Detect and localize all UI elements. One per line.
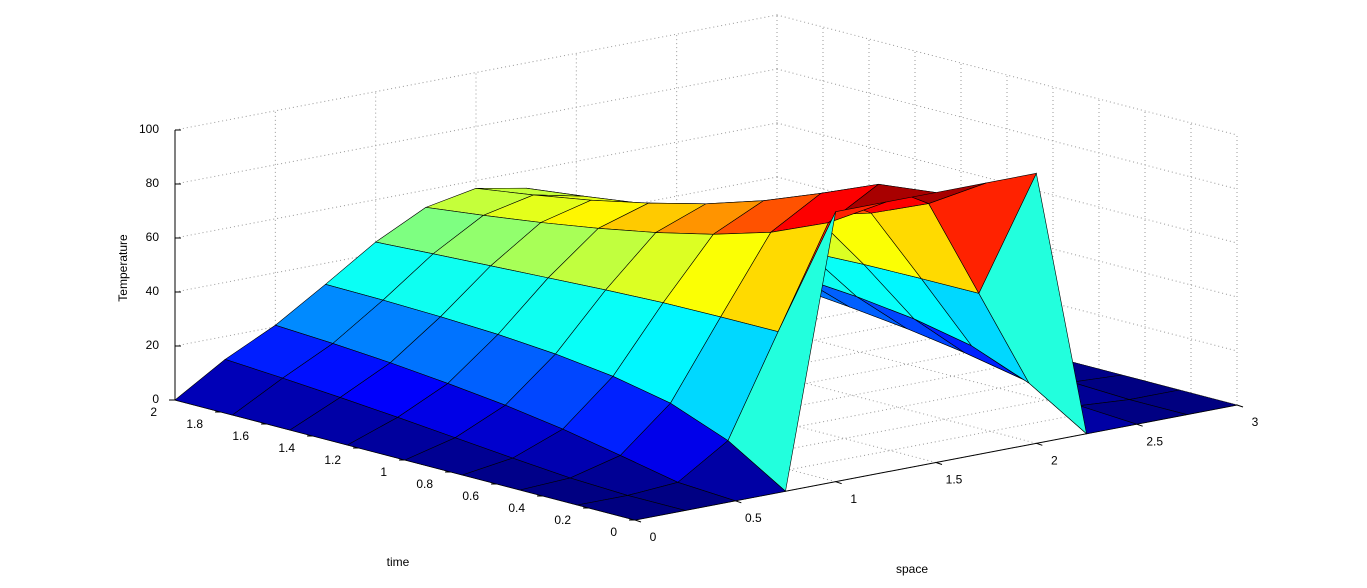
grid-line — [776, 230, 1238, 352]
x-tick-label: 2.5 — [1146, 434, 1163, 448]
z-tick-label: 40 — [146, 284, 160, 298]
y-tick-label: 2 — [150, 405, 157, 419]
y-tick-label: 0.8 — [416, 477, 433, 491]
x-tick — [935, 462, 943, 465]
z-tick-label: 80 — [146, 176, 160, 190]
x-tick-label: 0.5 — [745, 511, 762, 525]
x-tick-label: 2 — [1051, 454, 1058, 468]
z-axis-label: Temperature — [116, 234, 130, 302]
y-tick-label: 1.4 — [278, 441, 295, 455]
grid-line — [776, 14, 1238, 136]
y-tick-label: 1 — [380, 465, 387, 479]
y-tick-label: 0.4 — [508, 501, 525, 515]
z-tick-label: 20 — [146, 338, 160, 352]
y-tick-label: 1.2 — [324, 453, 341, 467]
x-tick-label: 1.5 — [946, 473, 963, 487]
x-tick — [1136, 423, 1143, 427]
grid-line — [776, 68, 1238, 190]
grid-line — [776, 176, 1238, 298]
x-tick — [1036, 442, 1043, 446]
x-tick — [735, 500, 742, 504]
x-axis-label: space — [896, 562, 928, 576]
y-tick-label: 0 — [610, 525, 617, 539]
y-tick-label: 0.2 — [554, 513, 571, 527]
z-tick-label: 100 — [139, 122, 159, 136]
y-tick-label: 1.6 — [232, 429, 249, 443]
x-tick-label: 0 — [650, 530, 657, 544]
z-tick-label: 60 — [146, 230, 160, 244]
grid-line — [776, 122, 1238, 244]
x-tick — [634, 519, 642, 523]
surface-patch — [577, 495, 686, 521]
y-tick-label: 0.6 — [462, 489, 479, 503]
x-tick — [1236, 404, 1244, 408]
x-tick-label: 3 — [1252, 415, 1259, 429]
y-tick-label: 1.8 — [186, 417, 203, 431]
x-tick-label: 1 — [850, 492, 857, 506]
z-tick-label: 0 — [152, 392, 159, 406]
x-tick — [835, 481, 842, 485]
y-axis-label: time — [387, 555, 410, 569]
